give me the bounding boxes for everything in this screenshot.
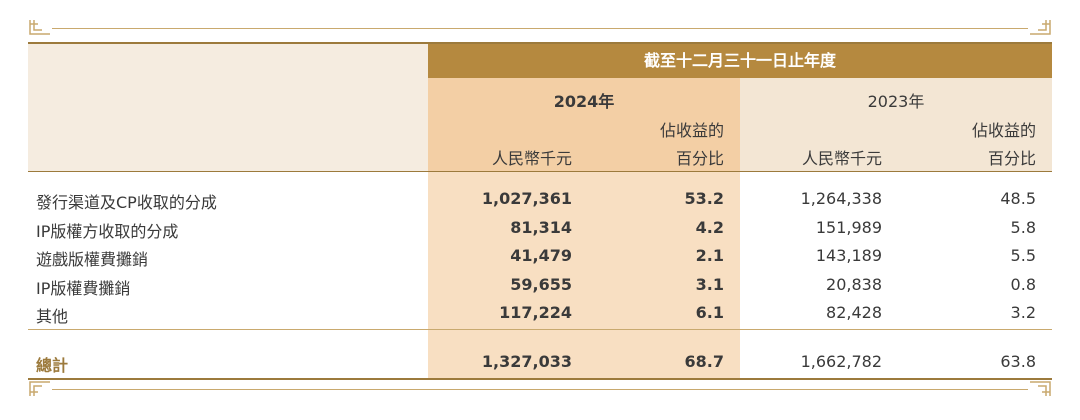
cell-2023-value: 20,838 [826, 275, 882, 294]
total-2024-value: 1,327,033 [481, 352, 572, 371]
cell-2023-pct: 3.2 [1010, 303, 1036, 322]
cell-2024-pct: 4.2 [695, 218, 724, 237]
corner-ornament-icon [1030, 381, 1051, 396]
total-divider [28, 329, 1052, 330]
cell-2023-value: 82,428 [826, 303, 882, 322]
cell-2024-value: 1,027,361 [481, 189, 572, 208]
cell-2023-pct: 5.5 [1010, 246, 1036, 265]
col-pct-2023-line2: 百分比 [987, 149, 1036, 168]
year-2024-label: 2024年 [553, 92, 615, 111]
cell-2024-value: 41,479 [510, 246, 572, 265]
total-2023-value: 1,662,782 [800, 352, 882, 371]
cell-2023-value: 143,189 [815, 246, 882, 265]
column-2023-header-cell [740, 78, 1052, 171]
cell-2023-value: 151,989 [815, 218, 882, 237]
col-rmb-2023: 人民幣千元 [801, 149, 882, 168]
header-divider [28, 171, 1052, 172]
col-pct-2024-line2: 百分比 [675, 149, 724, 168]
row-label: 其他 [36, 307, 69, 326]
cell-2023-pct: 5.8 [1010, 218, 1036, 237]
corner-ornament-icon [1030, 20, 1051, 35]
table-top-border [28, 42, 1052, 44]
bottom-ornament-line [52, 389, 1028, 390]
corner-ornament-icon [29, 20, 50, 35]
col-pct-2023-line1: 佔收益的 [971, 121, 1036, 140]
row-label: 發行渠道及CP收取的分成 [36, 193, 217, 212]
cell-2024-pct: 6.1 [695, 303, 724, 322]
year-2023-label: 2023年 [867, 92, 925, 111]
corner-ornament-icon [29, 381, 50, 396]
column-2024-header-cell [428, 78, 740, 171]
cell-2024-pct: 2.1 [695, 246, 724, 265]
total-2023-pct: 63.8 [1000, 352, 1036, 371]
total-label: 總計 [36, 356, 69, 375]
total-2024-pct: 68.7 [684, 352, 724, 371]
top-ornament-line [52, 28, 1028, 29]
cell-2024-value: 59,655 [510, 275, 572, 294]
row-label: IP版權費攤銷 [36, 279, 131, 298]
row-label: IP版權方收取的分成 [36, 222, 179, 241]
cell-2023-value: 1,264,338 [800, 189, 882, 208]
col-pct-2024-line1: 佔收益的 [659, 121, 724, 140]
cell-2023-pct: 48.5 [1000, 189, 1036, 208]
period-header-band [428, 44, 1052, 78]
cell-2024-value: 81,314 [510, 218, 572, 237]
label-header-cell [28, 44, 428, 171]
row-label: 遊戲版權費攤銷 [36, 250, 149, 269]
cell-2024-value: 117,224 [499, 303, 572, 322]
table-bottom-border [28, 378, 1052, 380]
col-rmb-2024: 人民幣千元 [491, 149, 572, 168]
cell-2024-pct: 53.2 [684, 189, 724, 208]
cell-2024-pct: 3.1 [695, 275, 724, 294]
cell-2023-pct: 0.8 [1010, 275, 1036, 294]
period-title: 截至十二月三十一日止年度 [643, 51, 836, 70]
